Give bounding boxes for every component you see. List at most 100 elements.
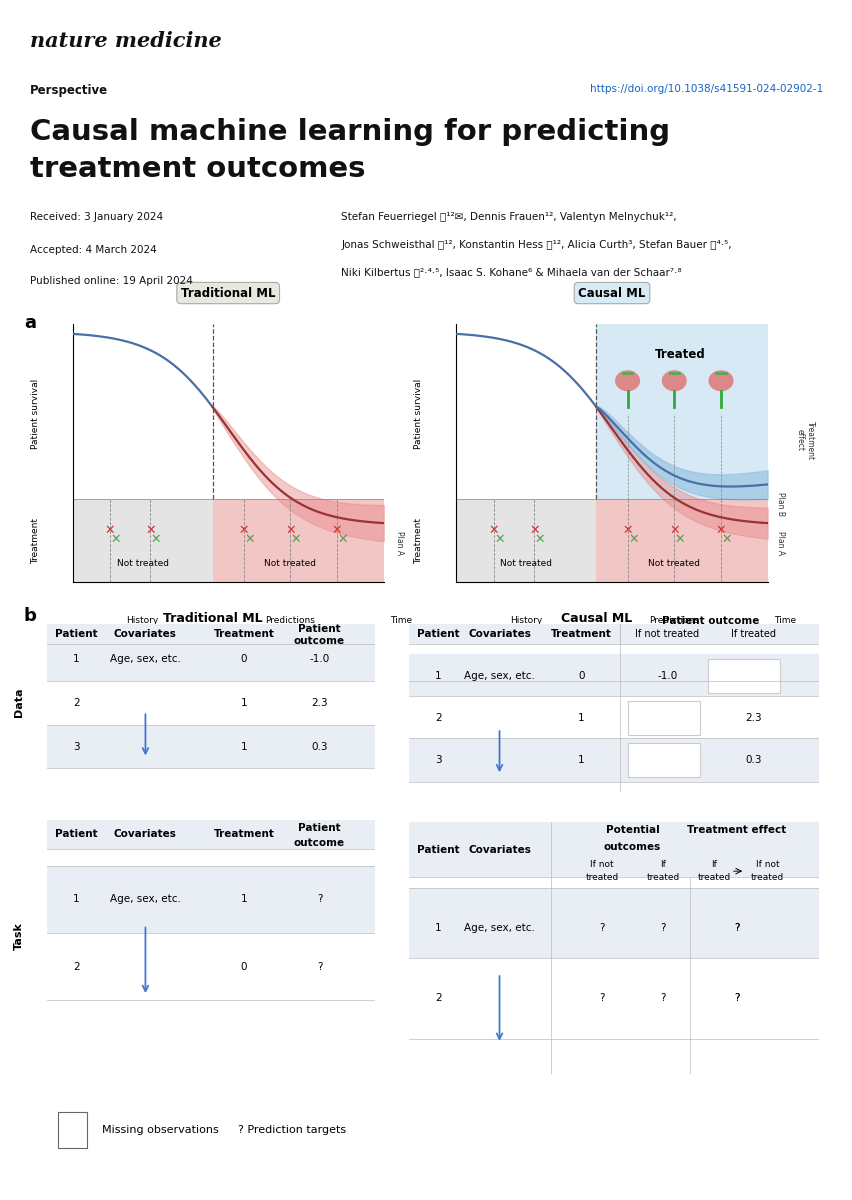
Text: Time: Time — [389, 617, 412, 625]
Text: Time: Time — [773, 617, 795, 625]
Text: Stefan Feuerriegel Ⓞ¹²✉, Dennis Frauen¹², Valentyn Melnychuk¹²,: Stefan Feuerriegel Ⓞ¹²✉, Dennis Frauen¹²… — [341, 212, 676, 222]
Text: 0: 0 — [240, 961, 247, 972]
Text: Age, sex, etc.: Age, sex, etc. — [463, 923, 534, 932]
Text: Potential: Potential — [605, 824, 659, 834]
Text: If: If — [711, 860, 717, 869]
Text: ✕: ✕ — [105, 524, 115, 536]
Bar — [47, 820, 375, 850]
Bar — [409, 624, 818, 644]
Text: Patient: Patient — [417, 845, 459, 854]
Text: Not treated: Not treated — [648, 559, 699, 569]
Text: Treatment: Treatment — [414, 517, 423, 564]
Text: 0: 0 — [578, 671, 584, 682]
Text: 0.3: 0.3 — [311, 742, 327, 751]
Text: If not: If not — [755, 860, 779, 869]
Text: ✕: ✕ — [528, 524, 538, 536]
Text: treated: treated — [584, 872, 618, 882]
Bar — [409, 738, 818, 782]
Circle shape — [708, 371, 732, 390]
Text: ✕: ✕ — [493, 533, 504, 546]
Text: ✕: ✕ — [331, 524, 342, 536]
Text: -1.0: -1.0 — [309, 654, 329, 665]
Text: outcome: outcome — [294, 838, 345, 847]
Text: outcomes: outcomes — [603, 842, 660, 852]
Text: -1.0: -1.0 — [657, 671, 676, 682]
Text: ✕: ✕ — [244, 533, 254, 546]
Text: 3: 3 — [73, 742, 80, 751]
Text: Accepted: 4 March 2024: Accepted: 4 March 2024 — [30, 245, 157, 254]
Bar — [628, 743, 699, 776]
Text: b: b — [24, 607, 37, 625]
Text: Covariates: Covariates — [114, 629, 176, 640]
Text: ?: ? — [734, 923, 739, 932]
Text: ✕: ✕ — [715, 524, 725, 536]
Text: Missing observations: Missing observations — [95, 1126, 218, 1135]
Text: Plan A: Plan A — [774, 532, 784, 556]
Text: If: If — [659, 860, 665, 869]
Text: 2: 2 — [435, 994, 440, 1003]
Text: Causal machine learning for predicting: Causal machine learning for predicting — [30, 118, 669, 145]
Text: ?: ? — [598, 923, 604, 932]
Text: ✕: ✕ — [668, 524, 679, 536]
Text: ✕: ✕ — [534, 533, 544, 546]
Text: ✕: ✕ — [337, 533, 348, 546]
Bar — [47, 725, 375, 768]
Text: Patient: Patient — [298, 624, 341, 634]
Text: ✕: ✕ — [291, 533, 301, 546]
Text: Data: Data — [14, 688, 24, 716]
Text: Patient survival: Patient survival — [414, 379, 423, 450]
Text: 1: 1 — [578, 713, 584, 724]
Text: 2: 2 — [73, 961, 80, 972]
Text: Covariates: Covariates — [468, 845, 530, 854]
Text: 0: 0 — [240, 654, 247, 665]
Text: Age, sex, etc.: Age, sex, etc. — [110, 894, 181, 905]
Bar — [58, 1112, 87, 1148]
Text: ✕: ✕ — [674, 533, 684, 546]
Text: Traditional ML: Traditional ML — [181, 287, 275, 300]
Text: Patient: Patient — [298, 823, 341, 833]
Bar — [409, 888, 818, 968]
Text: 1: 1 — [73, 654, 80, 665]
Text: Not treated: Not treated — [264, 559, 316, 569]
Text: Now: Now — [203, 631, 222, 641]
Text: 2: 2 — [435, 713, 440, 724]
Text: ✕: ✕ — [721, 533, 731, 546]
Text: nature medicine: nature medicine — [30, 31, 222, 52]
Text: 1: 1 — [578, 755, 584, 766]
Bar — [409, 654, 818, 698]
Text: Patient: Patient — [55, 629, 98, 640]
Text: ✕: ✕ — [145, 524, 155, 536]
Text: 1: 1 — [435, 671, 440, 682]
Text: ✕: ✕ — [239, 524, 249, 536]
Text: Plan B: Plan B — [774, 492, 784, 516]
Text: ?: ? — [316, 961, 322, 972]
Text: 1: 1 — [240, 698, 247, 708]
Text: If treated: If treated — [730, 629, 775, 640]
Text: Patient outcome: Patient outcome — [661, 616, 758, 625]
Text: Causal ML: Causal ML — [578, 287, 645, 300]
Text: 2: 2 — [73, 698, 80, 708]
Bar — [707, 659, 779, 692]
Text: treated: treated — [697, 872, 730, 882]
Text: 1: 1 — [240, 894, 247, 905]
Bar — [47, 624, 375, 644]
Text: https://doi.org/10.1038/s41591-024-02902-1: https://doi.org/10.1038/s41591-024-02902… — [590, 84, 822, 94]
Text: Task: Task — [14, 922, 24, 950]
Text: Causal ML: Causal ML — [561, 612, 632, 625]
Text: Treatment: Treatment — [550, 629, 611, 640]
Text: Treatment effect: Treatment effect — [687, 824, 786, 834]
Bar — [596, 499, 767, 582]
Circle shape — [615, 371, 639, 390]
Bar — [409, 696, 818, 740]
Text: ✕: ✕ — [110, 533, 121, 546]
Text: ✕: ✕ — [622, 524, 632, 536]
Text: Age, sex, etc.: Age, sex, etc. — [463, 671, 534, 682]
Text: Covariates: Covariates — [468, 629, 530, 640]
Text: Not treated: Not treated — [117, 559, 169, 569]
Text: Treatment: Treatment — [31, 517, 39, 564]
Text: a: a — [24, 314, 36, 332]
Text: 3: 3 — [435, 755, 440, 766]
Text: Now: Now — [586, 631, 606, 641]
Text: Received: 3 January 2024: Received: 3 January 2024 — [30, 212, 163, 222]
Text: Jonas Schweisthal Ⓞ¹², Konstantin Hess Ⓞ¹², Alicia Curth³, Stefan Bauer Ⓞ⁴·⁵,: Jonas Schweisthal Ⓞ¹², Konstantin Hess Ⓞ… — [341, 240, 731, 250]
